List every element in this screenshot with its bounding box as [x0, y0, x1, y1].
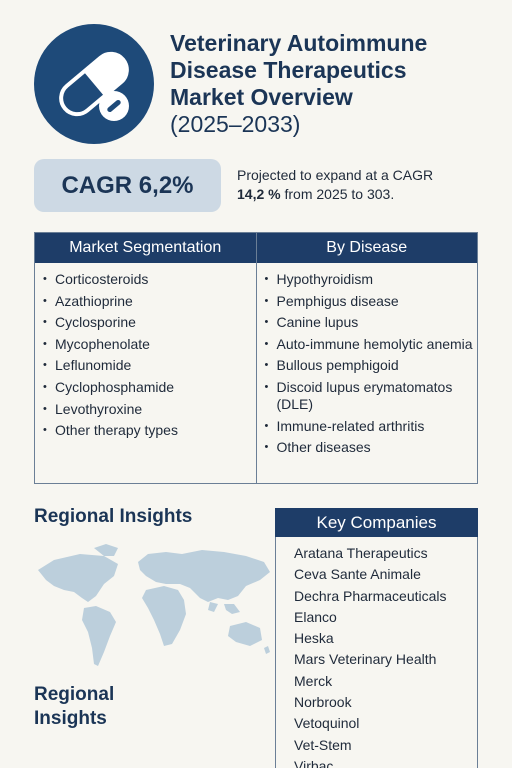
title-line-2: Disease Therapeutics [170, 57, 407, 83]
therapy-list: Corticosteroids Azathioprine Cyclosporin… [43, 271, 256, 439]
cagr-badge: CAGR 6,2% [34, 159, 221, 212]
therapy-column: Corticosteroids Azathioprine Cyclosporin… [35, 263, 257, 483]
list-item: Other therapy types [43, 422, 256, 439]
list-item: Ceva Sante Animale [294, 566, 421, 583]
list-item: Cyclosporine [43, 314, 256, 331]
regional-insights-title-repeat: Regional Insights [34, 684, 115, 729]
list-item: Immune-related arthritis [265, 418, 478, 435]
cagr-text-prefix: Projected to expand at a CAGR [237, 167, 434, 183]
list-item: Corticosteroids [43, 271, 256, 288]
key-companies-header: Key Companies [275, 508, 478, 537]
segmentation-body: Corticosteroids Azathioprine Cyclosporin… [35, 263, 477, 483]
list-item: Heska [294, 630, 334, 647]
title-line-1: Veterinary Autoimmune [170, 30, 428, 56]
list-item: Bullous pemphigoid [265, 357, 478, 374]
list-item: Pemphigus disease [265, 293, 478, 310]
disease-column: Hypothyroidism Pemphigus disease Canine … [257, 263, 478, 483]
regional-insights-title: Regional Insights [34, 506, 193, 527]
market-segmentation-header: Market Segmentation [35, 233, 257, 263]
world-map [34, 540, 274, 670]
list-item: Azathioprine [43, 293, 256, 310]
list-item: Aratana Therapeutics [294, 545, 428, 561]
capsule-pill-icon [59, 51, 129, 121]
list-item: Vetoquinol [294, 715, 360, 732]
list-item: Hypothyroidism [265, 271, 478, 288]
logo [34, 24, 154, 144]
cagr-text-value: 14,2 % [237, 186, 281, 202]
list-item: Other diseases [265, 439, 478, 456]
list-item: Mycophenolate [43, 336, 256, 353]
list-item: Vet-Stem [294, 736, 352, 753]
by-disease-header: By Disease [326, 239, 408, 256]
list-item: Auto-immune hemolytic anemia [265, 336, 478, 353]
list-item: Cyclophosphamide [43, 379, 256, 396]
list-item: Dechra Pharmaceuticals [294, 587, 447, 604]
list-item: Levothyroxine [43, 401, 256, 418]
list-item: Virbac [294, 757, 334, 768]
list-item: Elanco [294, 608, 337, 625]
title-years: (2025–2033) [170, 111, 301, 137]
list-item: Mars Veterinary Health [294, 651, 437, 668]
list-item: Merck [294, 672, 333, 689]
world-map-icon [38, 544, 270, 666]
cagr-description: Projected to expand at a CAGR 14,2 % fro… [237, 166, 497, 204]
segmentation-table: Market Segmentation By Disease Corticost… [34, 232, 478, 484]
list-item: Canine lupus [265, 314, 478, 331]
cagr-text-suffix: from 2025 to 303. [284, 186, 395, 202]
list-item: Discoid lupus erymatomatos (DLE) [265, 379, 478, 413]
list-item: Norbrook [294, 694, 352, 711]
title-line-3: Market Overview [170, 84, 353, 110]
segmentation-header: Market Segmentation By Disease [35, 233, 477, 263]
disease-list: Hypothyroidism Pemphigus disease Canine … [265, 271, 478, 456]
list-item: Leflunomide [43, 357, 256, 374]
page-title: Veterinary Autoimmune Disease Therapeuti… [170, 30, 500, 138]
key-companies-list: Aratana Therapeutics Ceva Sante Animale … [275, 537, 478, 768]
